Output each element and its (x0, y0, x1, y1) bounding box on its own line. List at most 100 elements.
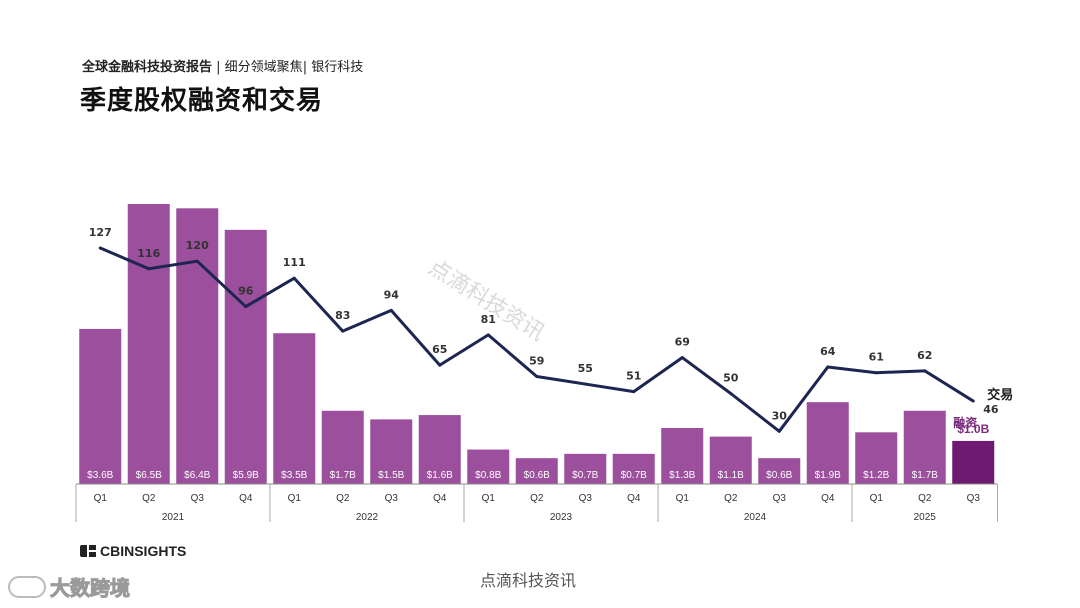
quarter-tick-label: Q3 (191, 493, 205, 504)
quarter-tick-label: Q3 (967, 493, 981, 504)
series-label-funding: 融资 (953, 415, 977, 430)
report-name: 全球金融科技投资报告 (82, 60, 213, 75)
quarter-tick-label: Q4 (821, 493, 835, 504)
deals-label: 51 (626, 370, 641, 383)
quarter-tick-label: Q1 (676, 493, 690, 504)
cbinsights-logo-text: CBINSIGHTS (100, 543, 187, 559)
deals-point (244, 305, 248, 309)
deals-label: 65 (432, 343, 447, 356)
funding-label: $0.6B (524, 470, 550, 481)
funding-bar (224, 229, 267, 484)
funding-label: $3.6B (87, 470, 113, 481)
deals-point (632, 390, 636, 394)
funding-bar (758, 458, 801, 484)
deals-label: 83 (335, 309, 350, 322)
funding-label: $5.9B (233, 470, 259, 481)
funding-bar (467, 449, 510, 484)
funding-label: $6.5B (136, 470, 162, 481)
funding-bar (661, 428, 704, 484)
funding-bar (79, 328, 122, 484)
cbinsights-logo-icon (80, 545, 96, 557)
funding-label: $1.9B (815, 470, 841, 481)
deals-label: 69 (675, 336, 690, 349)
funding-bar (321, 410, 364, 484)
deals-point (971, 399, 975, 403)
quarter-tick-label: Q2 (142, 493, 156, 504)
deals-point (292, 276, 296, 280)
deals-point (438, 363, 442, 367)
funding-label: $0.8B (475, 470, 501, 481)
deals-label: 46 (983, 403, 999, 416)
header-separator-2: | (302, 60, 312, 75)
quarter-tick-label: Q4 (433, 493, 447, 504)
deals-point (874, 371, 878, 375)
deals-label: 55 (578, 362, 593, 375)
funding-bar (612, 453, 655, 484)
deals-label: 61 (869, 351, 884, 364)
funding-label: $0.7B (621, 470, 647, 481)
quarter-tick-label: Q1 (288, 493, 302, 504)
deals-point (583, 382, 587, 386)
funding-label: $1.0B (957, 422, 989, 436)
deals-point (777, 429, 781, 433)
funding-bar (903, 410, 946, 484)
corner-watermark-text: 大数跨境 (50, 576, 131, 601)
quarter-tick-label: Q2 (336, 493, 350, 504)
corner-watermark: 大数跨境 (8, 572, 131, 601)
funding-label: $1.2B (863, 470, 889, 481)
year-tick-label: 2023 (550, 512, 573, 523)
year-tick-label: 2022 (356, 512, 379, 523)
report-topic: 银行科技 (311, 60, 364, 75)
quarter-tick-label: Q2 (530, 493, 544, 504)
header-separator: | (212, 60, 225, 75)
deals-label: 50 (723, 372, 739, 385)
funding-label: $1.5B (378, 470, 404, 481)
deals-label: 81 (481, 313, 496, 326)
quarter-tick-label: Q3 (579, 493, 593, 504)
deals-label: 94 (384, 288, 400, 301)
funding-bar (855, 432, 898, 484)
report-header: 全球金融科技投资报告 | 细分领域聚焦| 银行科技 (82, 56, 363, 75)
quarter-tick-label: Q4 (239, 493, 253, 504)
corner-logo-icon (8, 575, 46, 598)
deals-point (826, 365, 830, 369)
funding-label: $0.7B (572, 470, 598, 481)
deals-point (729, 392, 733, 395)
funding-label: $0.6B (766, 470, 792, 481)
funding-bar (273, 333, 316, 484)
cbinsights-logo: CBINSIGHTS (80, 543, 186, 559)
funding-label: $1.3B (669, 470, 695, 481)
quarter-tick-label: Q2 (918, 493, 932, 504)
deals-point (389, 308, 393, 312)
funding-label: $1.7B (330, 470, 356, 481)
funding-bar (709, 436, 752, 484)
deals-label: 120 (186, 239, 209, 252)
deals-label: 64 (820, 345, 836, 358)
watermark-bottom: 点滴科技资讯 (480, 571, 577, 590)
quarter-tick-label: Q1 (94, 493, 108, 504)
funding-bar (515, 458, 558, 484)
deals-label: 30 (772, 409, 788, 422)
deals-label: 127 (89, 226, 112, 239)
quarter-tick-label: Q1 (870, 493, 884, 504)
year-tick-label: 2024 (744, 512, 767, 523)
year-tick-label: 2021 (162, 512, 185, 523)
funding-label: $6.4B (184, 470, 210, 481)
deals-point (147, 267, 151, 271)
funding-label: $3.5B (281, 470, 307, 481)
page-title: 季度股权融资和交易 (80, 86, 324, 116)
deals-label: 116 (137, 247, 160, 260)
funding-label: $1.7B (912, 470, 938, 481)
deals-point (341, 329, 345, 333)
deals-label: 62 (917, 349, 932, 362)
year-tick-label: 2025 (914, 512, 937, 523)
quarter-tick-label: Q3 (773, 493, 787, 504)
funding-bar (806, 402, 849, 484)
quarter-tick-label: Q3 (385, 493, 399, 504)
deals-point (535, 374, 539, 378)
quarter-tick-label: Q1 (482, 493, 496, 504)
series-label-deals: 交易 (987, 387, 1013, 403)
quarter-tick-label: Q2 (724, 493, 738, 504)
deals-point (195, 259, 199, 263)
